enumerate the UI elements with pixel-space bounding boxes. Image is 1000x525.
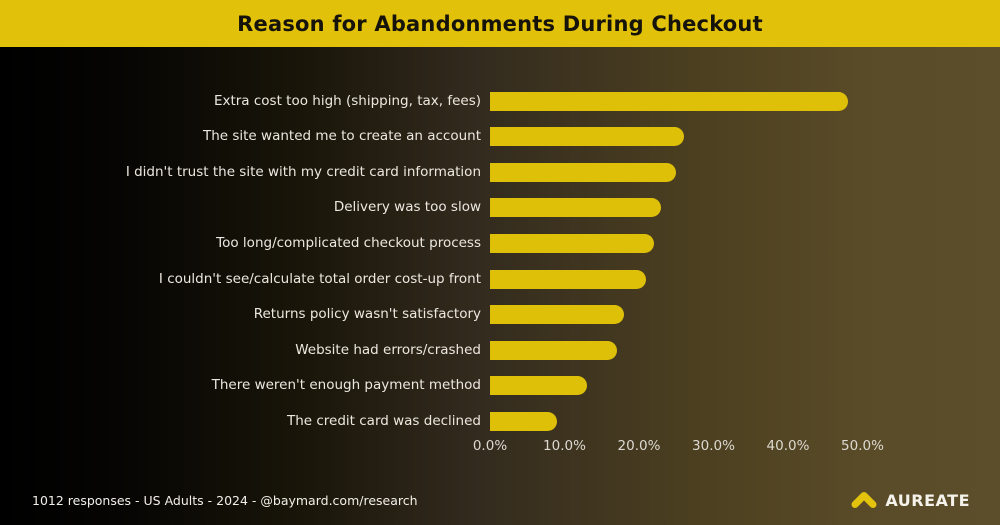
bar bbox=[490, 269, 647, 289]
bar-row: Too long/complicated checkout process bbox=[0, 233, 1000, 253]
footer: 1012 responses - US Adults - 2024 - @bay… bbox=[32, 490, 970, 510]
title-banner: Reason for Abandonments During Checkout bbox=[0, 0, 1000, 47]
bar-row: I didn't trust the site with my credit c… bbox=[0, 162, 1000, 182]
bar bbox=[490, 233, 654, 253]
brand-logo: AUREATE bbox=[851, 491, 970, 510]
category-label: Delivery was too slow bbox=[333, 199, 481, 216]
bar-row: Extra cost too high (shipping, tax, fees… bbox=[0, 91, 1000, 111]
brand-name: AUREATE bbox=[885, 490, 970, 510]
bar-row: Website had errors/crashed bbox=[0, 340, 1000, 360]
x-tick-label: 50.0% bbox=[841, 438, 884, 454]
bar bbox=[490, 340, 617, 360]
bar-row: The site wanted me to create an account bbox=[0, 127, 1000, 147]
category-label: Website had errors/crashed bbox=[295, 341, 481, 358]
chevron-up-icon bbox=[851, 492, 877, 508]
bar bbox=[490, 376, 587, 396]
category-label: The site wanted me to create an account bbox=[202, 128, 481, 145]
x-tick-label: 0.0% bbox=[472, 438, 508, 454]
x-tick-label: 40.0% bbox=[766, 438, 810, 454]
category-label: Too long/complicated checkout process bbox=[216, 234, 481, 251]
bar-row: The credit card was declined bbox=[0, 411, 1000, 431]
x-tick-label: 10.0% bbox=[543, 438, 586, 454]
bar bbox=[490, 162, 677, 182]
source-note: 1012 responses - US Adults - 2024 - @bay… bbox=[32, 492, 418, 508]
bar-row: Delivery was too slow bbox=[0, 198, 1000, 218]
bar-row: There weren't enough payment method bbox=[0, 376, 1000, 396]
chart-area: Extra cost too high (shipping, tax, fees… bbox=[0, 47, 1000, 525]
x-tick-label: 20.0% bbox=[617, 438, 661, 454]
category-label: There weren't enough payment method bbox=[211, 377, 481, 394]
category-label: I couldn't see/calculate total order cos… bbox=[158, 270, 481, 287]
bar bbox=[490, 305, 625, 325]
bar-row: I couldn't see/calculate total order cos… bbox=[0, 269, 1000, 289]
bar bbox=[490, 411, 558, 431]
bar bbox=[490, 91, 848, 111]
bar-row: Returns policy wasn't satisfactory bbox=[0, 305, 1000, 325]
category-label: I didn't trust the site with my credit c… bbox=[125, 163, 481, 180]
page-title: Reason for Abandonments During Checkout bbox=[237, 11, 763, 36]
category-label: Returns policy wasn't satisfactory bbox=[253, 306, 481, 323]
bar bbox=[490, 198, 662, 218]
bar bbox=[490, 127, 684, 147]
category-label: Extra cost too high (shipping, tax, fees… bbox=[213, 92, 481, 109]
category-label: The credit card was declined bbox=[286, 412, 481, 429]
x-tick-label: 30.0% bbox=[692, 438, 735, 454]
